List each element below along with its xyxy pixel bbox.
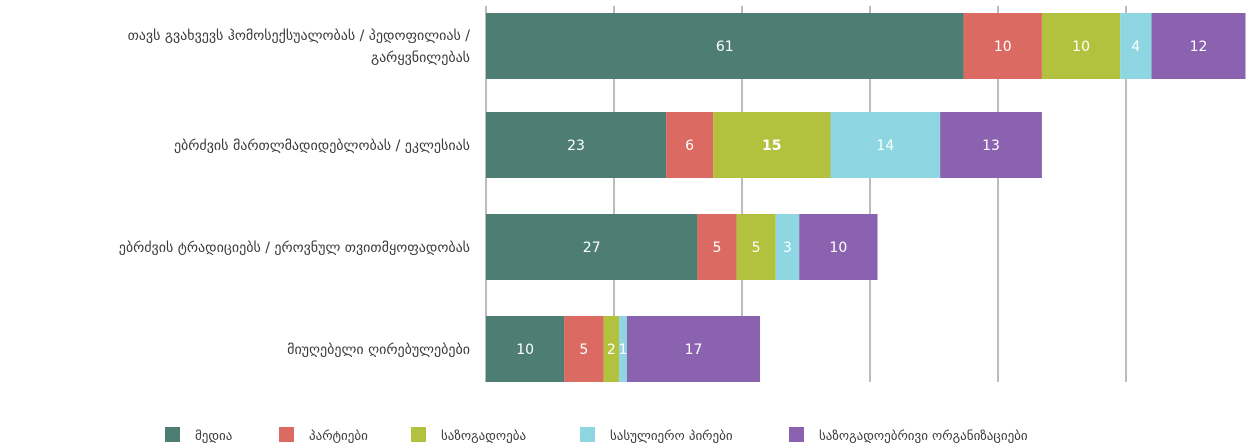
bar-segment (799, 214, 878, 280)
bar-segment (486, 13, 964, 79)
bar-segment (713, 112, 831, 178)
bar-segment (736, 214, 776, 280)
data-label: 17 (685, 342, 703, 358)
legend-swatch (165, 427, 180, 442)
bar-segment (940, 112, 1042, 178)
bar-segment (666, 112, 714, 178)
legend-swatch (789, 427, 804, 442)
data-label: 5 (752, 240, 761, 256)
data-label: 6 (685, 138, 694, 154)
bar-segment (775, 214, 800, 280)
data-label: 12 (1190, 39, 1208, 55)
data-label: 10 (994, 39, 1012, 55)
legend-label: მედია (195, 429, 232, 444)
bar-segment (1151, 13, 1246, 79)
legend: მედია პარტიები საზოგადოება სასულიერო პირები… (165, 427, 1028, 444)
category-label: თავს გვახვევს ჰომოსექსუალობას / პედოფილი… (128, 28, 471, 66)
legend-swatch (411, 427, 426, 442)
bar-segment (963, 13, 1042, 79)
data-label: 1 (619, 342, 628, 358)
data-label: 10 (829, 240, 847, 256)
data-label: 27 (583, 240, 601, 256)
bar-segment (486, 214, 698, 280)
data-label: 14 (876, 138, 894, 154)
data-label: 61 (716, 39, 734, 55)
data-label: 10 (1072, 39, 1090, 55)
bars: 61 10 10 4 12 23 6 15 14 13 27 5 5 3 10 10 5 2 1 17 (486, 13, 1246, 382)
bar-segment (1041, 13, 1121, 79)
bar-segment (1120, 13, 1152, 79)
legend-label: საზოგადოებრივი ორგანიზაციები (819, 429, 1028, 444)
data-label: 13 (982, 138, 1000, 154)
data-label: 15 (762, 138, 781, 154)
data-label: 5 (579, 342, 588, 358)
category-label: მიუღებელი ღირებულებები (287, 341, 470, 358)
legend-swatch (279, 427, 294, 442)
category-label: ებრძვის ტრადიციებს / ეროვნულ თვითმყოფადო… (119, 239, 470, 256)
legend-label: სასულიერო პირები (610, 429, 733, 444)
legend-label: პარტიები (309, 429, 368, 444)
bar-segment (626, 316, 761, 382)
data-label: 10 (516, 342, 534, 358)
bar-segment (619, 316, 627, 382)
bar-segment (603, 316, 620, 382)
category-label: ებრძვის მართლმადიდებლობას / ეკლესიას (174, 137, 470, 154)
bar-segment (830, 112, 941, 178)
data-label: 2 (607, 342, 616, 358)
data-label: 5 (713, 240, 722, 256)
bar-segment (697, 214, 737, 280)
data-label: 4 (1131, 39, 1140, 55)
bar-segment (486, 112, 667, 178)
legend-swatch (580, 427, 595, 442)
data-label: 3 (783, 240, 792, 256)
bar-segment (486, 316, 565, 382)
bar-segment (564, 316, 604, 382)
legend-label: საზოგადოება (441, 429, 526, 444)
data-label: 23 (567, 138, 585, 154)
